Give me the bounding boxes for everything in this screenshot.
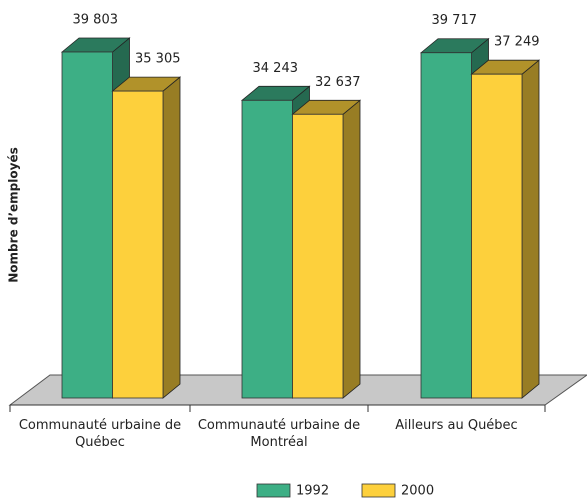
legend-swatch [361, 483, 396, 498]
legend-label: 1992 [296, 484, 329, 499]
value-label: 37 249 [494, 35, 540, 50]
bar [420, 52, 472, 399]
bar [112, 90, 164, 399]
bar-side [342, 99, 361, 399]
bar-side [162, 76, 181, 399]
value-label: 39 717 [432, 13, 478, 28]
x-tick-label: Communauté urbaine de Montréal [197, 418, 361, 450]
bar [292, 113, 344, 399]
value-label: 39 803 [73, 13, 119, 28]
y-axis-label: Nombre d’employés [7, 147, 21, 282]
x-tick-label: Communauté urbaine de Québec [18, 418, 182, 450]
bar [471, 73, 523, 399]
legend-label: 2000 [401, 484, 434, 499]
bar [61, 51, 113, 399]
value-label: 34 243 [253, 61, 299, 76]
value-label: 35 305 [135, 52, 181, 67]
bar-side [521, 59, 540, 399]
value-label: 32 637 [315, 75, 361, 90]
x-tick-label: Ailleurs au Québec [395, 418, 518, 433]
bar [241, 99, 293, 399]
legend-swatch [256, 483, 291, 498]
